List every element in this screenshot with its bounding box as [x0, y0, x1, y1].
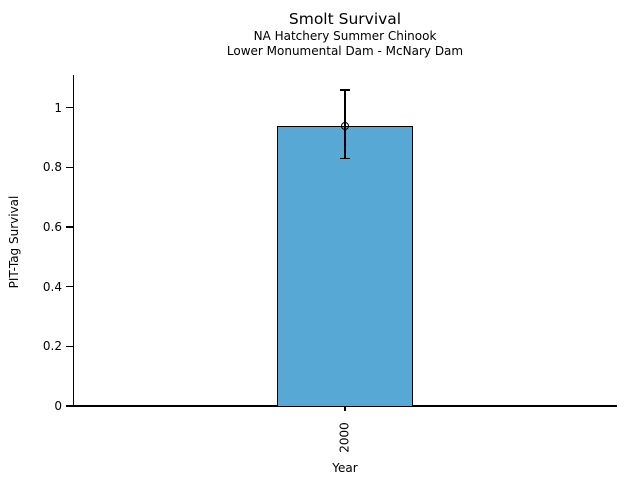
- y-tick-mark: [65, 226, 73, 228]
- y-tick-label: 0.4: [42, 279, 62, 294]
- y-tick-mark: [65, 405, 73, 407]
- y-tick-label: 0.8: [42, 160, 62, 175]
- y-tick-label: 0.2: [42, 339, 62, 354]
- chart-title: Smolt Survival: [288, 10, 402, 28]
- y-tick-label: 0.6: [42, 220, 62, 235]
- x-tick-mark: [344, 406, 346, 412]
- y-tick-mark: [65, 286, 73, 288]
- y-tick-label: 1: [54, 100, 62, 115]
- y-tick-mark: [65, 107, 73, 109]
- y-axis-line: [72, 75, 74, 407]
- chart-subtitle-reach: Lower Monumental Dam - McNary Dam: [226, 44, 464, 58]
- y-tick-mark: [65, 345, 73, 348]
- x-axis-title: Year: [332, 461, 358, 475]
- point-marker: [341, 121, 349, 130]
- survival-bar: [277, 125, 413, 407]
- y-tick-label: 0: [54, 399, 62, 413]
- chart-subtitle-stock: NA Hatchery Summer Chinook: [253, 29, 437, 43]
- y-tick-mark: [65, 166, 73, 169]
- error-bar-cap-bottom: [340, 157, 350, 160]
- x-tick-label: 2000: [337, 422, 352, 453]
- error-bar-cap-top: [340, 89, 350, 91]
